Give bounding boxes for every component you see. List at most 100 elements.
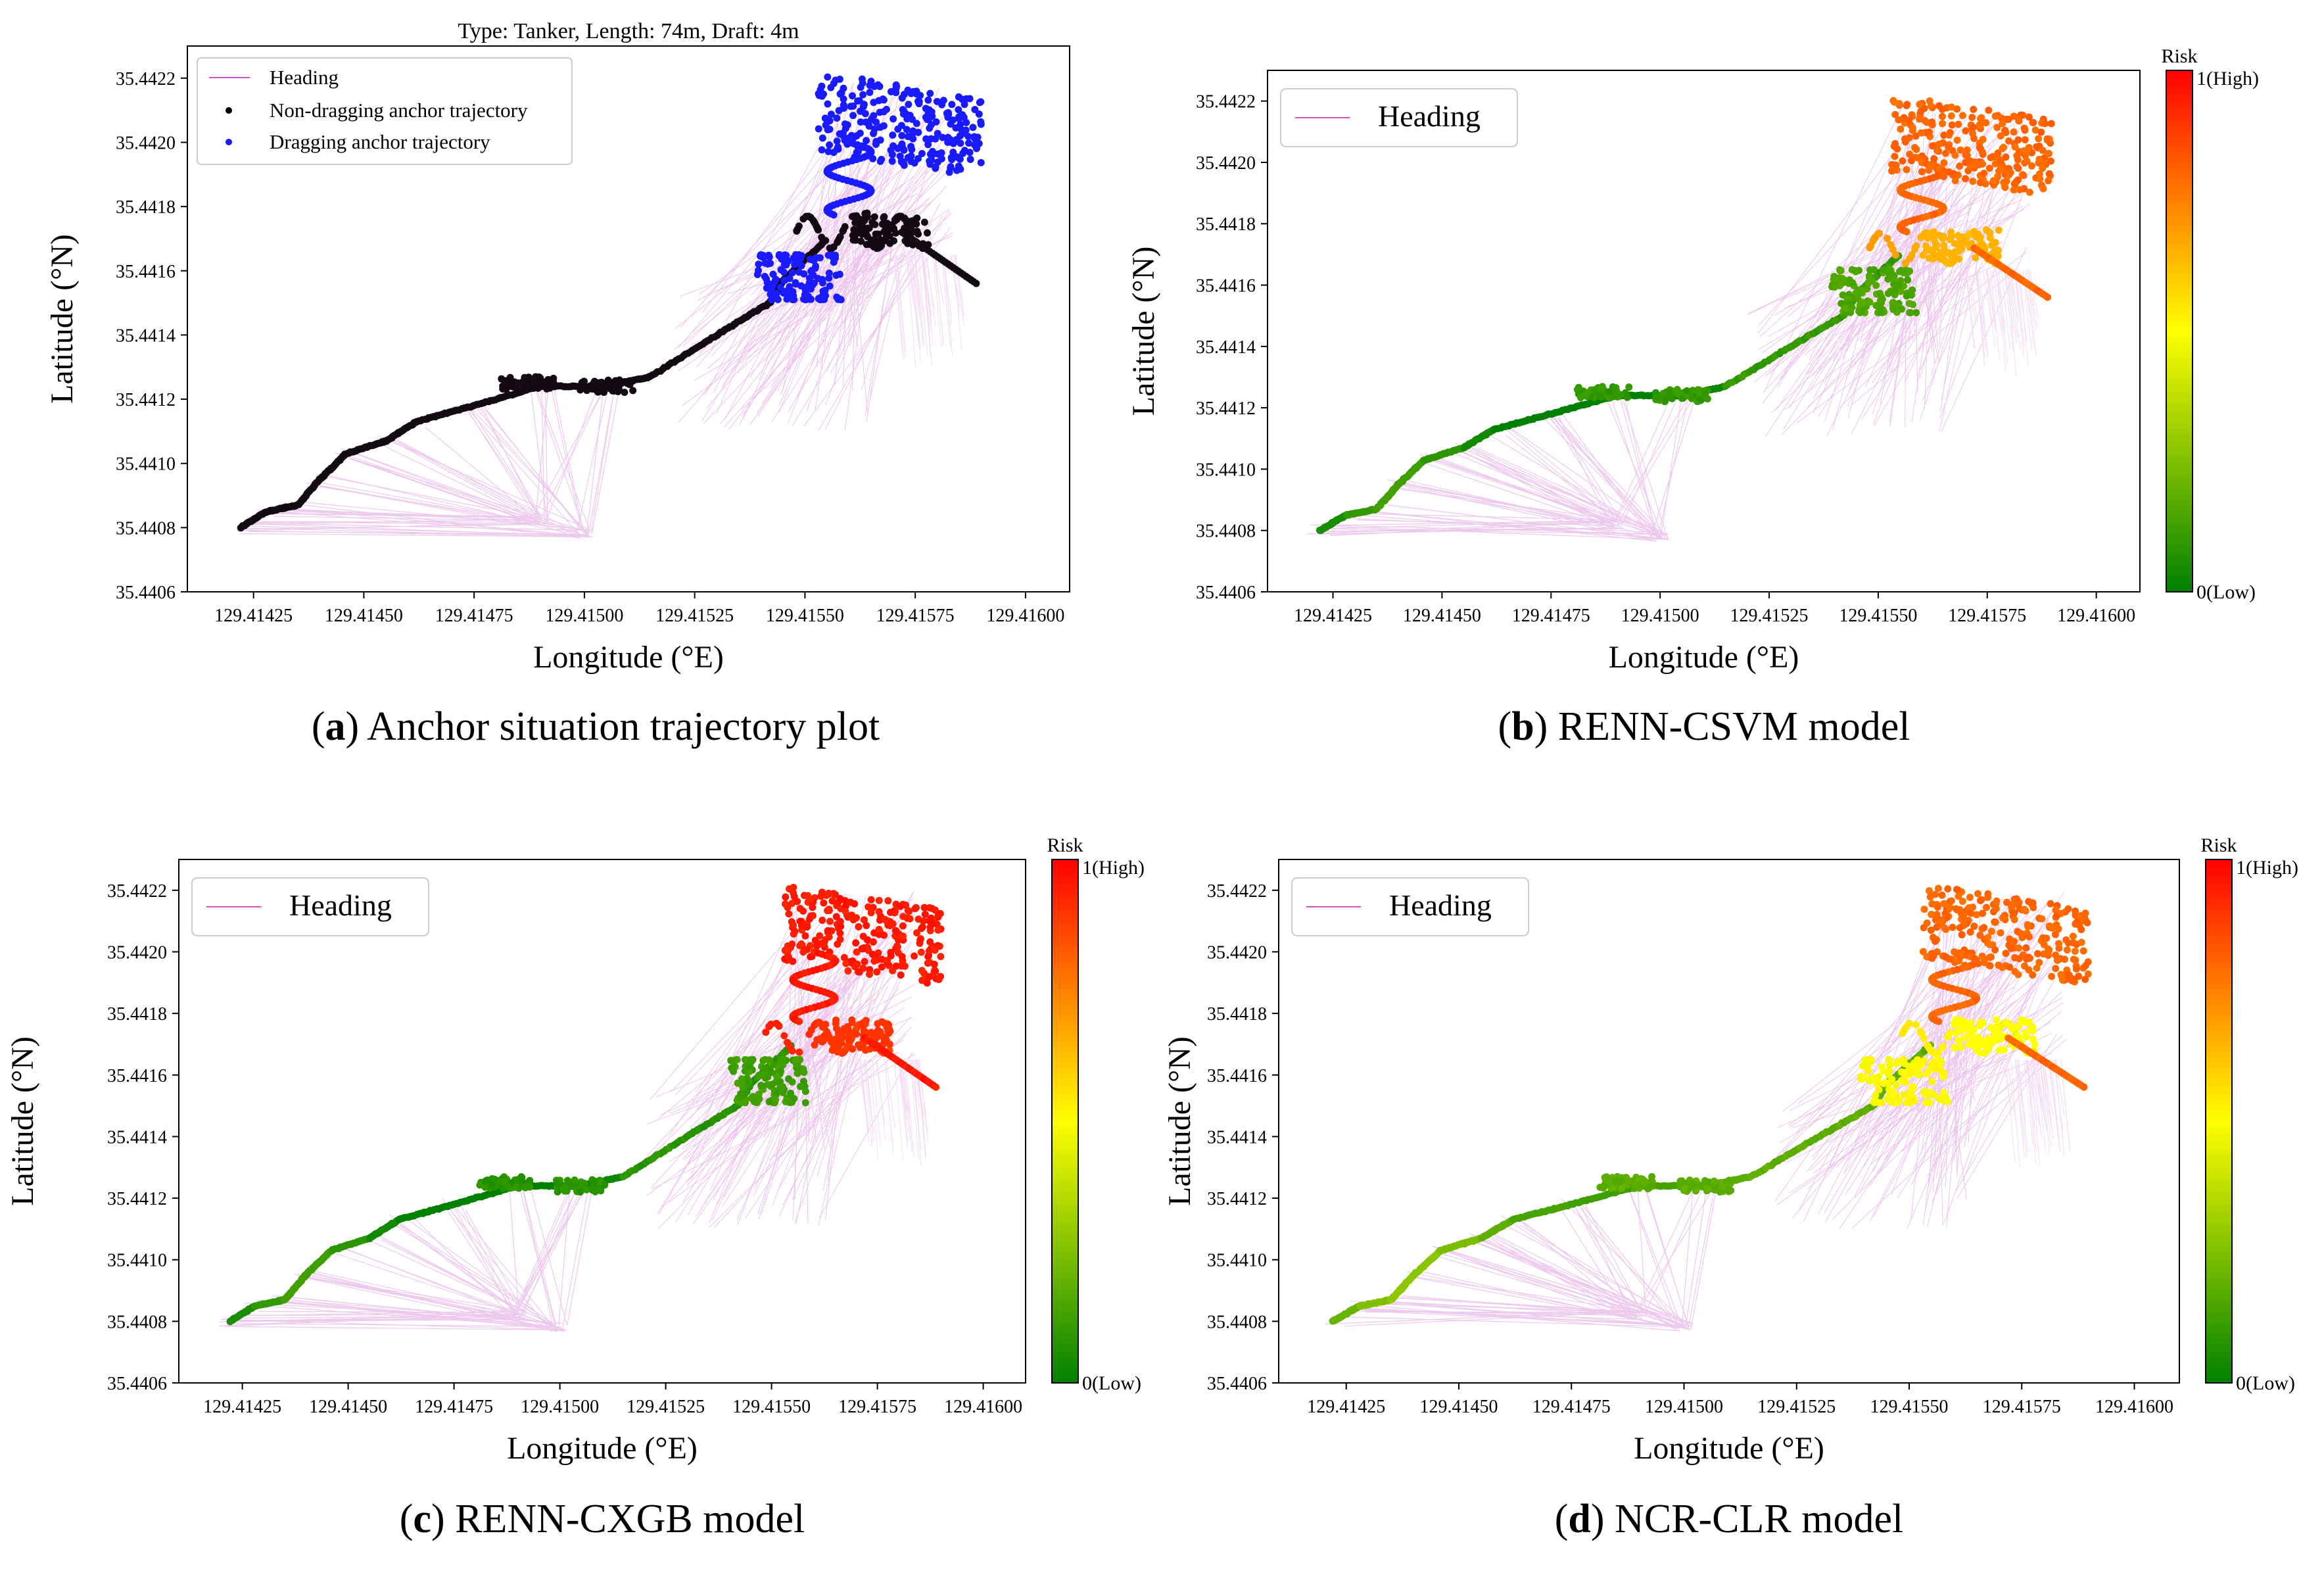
trajectory-point (597, 1187, 605, 1195)
trajectory-point (1994, 247, 2002, 254)
trajectory-point (873, 968, 881, 976)
heading-line (894, 1059, 904, 1161)
trajectory-point (1925, 254, 1933, 262)
trajectory-point (1928, 121, 1936, 129)
heading-line (2030, 1059, 2040, 1128)
trajectory-point (865, 224, 873, 232)
heading-line (811, 148, 859, 317)
trajectory-point (2004, 116, 2012, 124)
heading-line (737, 1011, 820, 1226)
trajectory-point (836, 929, 844, 937)
heading-line (1399, 487, 1615, 527)
trajectory-point (1994, 252, 2002, 260)
trajectory-point (888, 151, 896, 158)
heading-line (2040, 1059, 2051, 1154)
heading-line (1409, 1276, 1677, 1328)
trajectory-point (783, 295, 791, 303)
trajectory-point (509, 380, 517, 388)
heading-line (268, 510, 540, 518)
heading-line (1545, 408, 1621, 529)
heading-line (348, 450, 580, 535)
heading-line (296, 1300, 521, 1319)
heading-line (2042, 1059, 2052, 1148)
heading-line (1658, 393, 1690, 535)
heading-line (1966, 270, 1976, 323)
heading-line (899, 1059, 909, 1144)
trajectory-point (1925, 166, 1933, 174)
trajectory-point (880, 213, 888, 221)
heading-line (516, 1183, 586, 1313)
heading-line (1856, 205, 2022, 341)
heading-line (310, 1278, 526, 1312)
trajectory-point (2036, 175, 2044, 183)
trajectory-point (824, 907, 832, 915)
heading-line (1369, 1311, 1641, 1316)
heading-line (771, 245, 871, 388)
heading-line (291, 508, 583, 537)
heading-line (693, 905, 799, 1147)
trajectory-point (526, 1176, 534, 1184)
trajectory-point (818, 82, 826, 90)
trajectory-point (926, 157, 934, 165)
y-tick-label: 35.4418 (107, 1004, 167, 1025)
trajectory-point (1945, 143, 1953, 151)
heading-line (452, 1203, 515, 1316)
heading-line (698, 984, 915, 1110)
heading-line (853, 241, 897, 291)
trajectory-point (1994, 149, 2002, 157)
trajectory-point (1985, 107, 1993, 114)
heading-line (803, 1033, 832, 1128)
trajectory-point (828, 1036, 836, 1044)
trajectory-point (832, 891, 840, 899)
trajectory-point (923, 229, 931, 237)
trajectory-point (844, 967, 852, 975)
trajectory-point (806, 255, 814, 263)
trajectory-point (901, 109, 909, 117)
trajectory-point (1831, 283, 1839, 291)
heading-line (590, 386, 615, 532)
trajectory-point (2041, 120, 2049, 128)
heading-line (905, 254, 916, 308)
caption-letter: a (325, 704, 345, 749)
heading-line (2017, 1059, 2028, 1158)
trajectory-point (1947, 112, 1955, 120)
heading-line (1488, 434, 1662, 539)
panel-c: 129.41425 129.41450 129.41475 129.41500 129.… (5, 834, 1145, 1541)
trajectory-point (820, 899, 828, 907)
trajectory-point (975, 110, 983, 118)
trajectory-point (875, 925, 883, 933)
heading-line (2014, 1059, 2024, 1108)
heading-line (343, 1248, 563, 1330)
trajectory-point (866, 971, 874, 978)
heading-line (1885, 914, 2037, 1159)
trajectory-point (880, 122, 888, 130)
heading-line (541, 389, 545, 525)
trajectory-point (1659, 389, 1667, 397)
heading-line (1688, 1192, 1715, 1328)
heading-line (898, 1059, 908, 1145)
trajectory-point (891, 927, 899, 934)
heading-line (926, 254, 936, 326)
heading-line (1423, 457, 1668, 540)
heading-line (1861, 218, 1995, 420)
heading-line (1637, 1188, 1647, 1317)
heading-line (792, 950, 913, 1200)
trajectory-point (788, 940, 796, 948)
trajectory-point (757, 1081, 765, 1089)
trajectory-point (867, 896, 875, 904)
heading-line (1923, 929, 1956, 1160)
trajectory-point (853, 960, 861, 968)
heading-line (1955, 970, 1960, 1149)
heading-line (817, 967, 882, 1176)
heading-line (561, 1190, 588, 1330)
heading-line (1912, 198, 1960, 341)
trajectory-point (830, 211, 838, 219)
heading-line (1950, 1039, 2067, 1134)
heading-line (1408, 480, 1617, 529)
heading-line (2026, 1059, 2035, 1107)
trajectory-point (863, 209, 871, 217)
trajectory-point (855, 218, 863, 226)
heading-line (1913, 201, 1918, 394)
y-tick-label: 35.4420 (116, 133, 176, 153)
heading-line (1816, 112, 2004, 360)
